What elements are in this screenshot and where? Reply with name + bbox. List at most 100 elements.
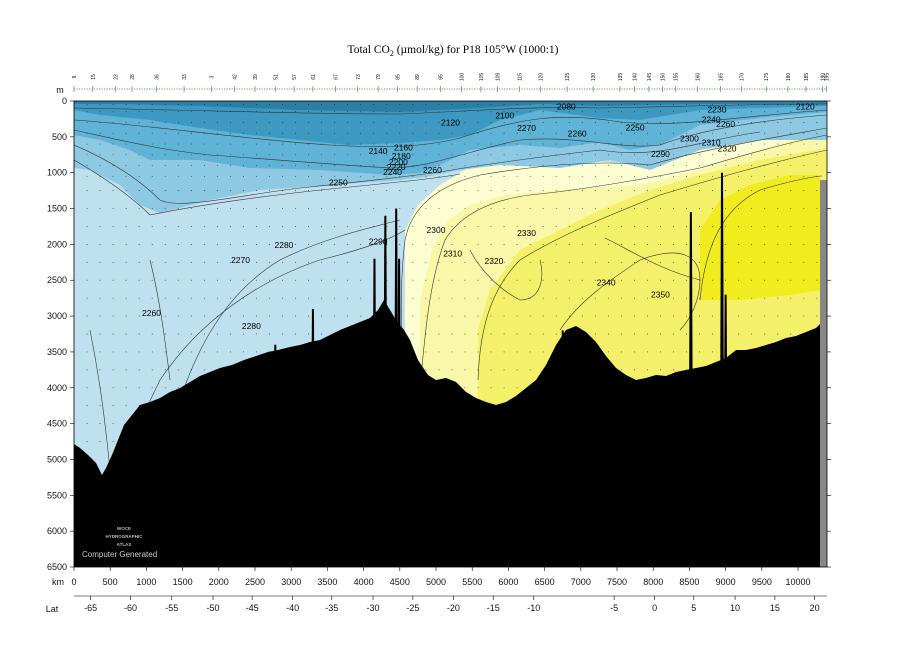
sample-dot (125, 243, 127, 245)
sample-dot (542, 132, 544, 134)
y-tick-label: 5500 (47, 490, 67, 500)
sample-dot (164, 132, 166, 134)
sample-dot (373, 165, 375, 166)
sample-dot (203, 243, 205, 245)
sample-dot (660, 369, 661, 371)
sample-dot (712, 279, 714, 281)
sample-dot (138, 190, 140, 192)
sample-dot (164, 104, 166, 106)
sample-dot (334, 122, 336, 123)
sample-dot (151, 333, 153, 335)
sample-dot (151, 122, 153, 123)
sample-dot (777, 132, 779, 134)
sample-dot (125, 261, 127, 263)
sample-dot (542, 351, 544, 353)
sample-dot (503, 111, 505, 113)
sample-dot (477, 243, 479, 245)
computer-generated-label: Computer Generated (82, 550, 157, 559)
sample-dot (125, 143, 127, 145)
sample-dot (660, 315, 661, 317)
sample-dot (399, 143, 401, 145)
sample-dot (216, 111, 218, 113)
sample-dot (529, 132, 531, 134)
contour-label: 2270 (231, 255, 250, 265)
sample-dot (269, 165, 270, 166)
x-axis-unit: km (52, 577, 64, 587)
sample-dot (203, 190, 205, 192)
sample-dot (490, 333, 492, 335)
sample-dot (112, 261, 114, 263)
sample-dot (738, 279, 740, 281)
sample-dot (203, 315, 205, 317)
sample-dot (790, 333, 792, 335)
x-tick-label: 7000 (571, 577, 591, 587)
sample-dot (673, 132, 674, 134)
sample-dot (607, 175, 609, 177)
x-tick-label: 7500 (607, 577, 627, 587)
sample-dot (438, 208, 440, 209)
sample-dot (751, 226, 753, 227)
sample-dot (816, 261, 818, 263)
sample-dot (373, 154, 375, 156)
sample-dot (607, 208, 609, 209)
sample-dot (464, 165, 466, 166)
seamount-spike (272, 344, 278, 567)
sample-dot (256, 279, 257, 281)
sample-dot (503, 243, 505, 245)
contour-label: 2140 (369, 146, 388, 156)
sample-dot (568, 122, 570, 123)
sample-dot (386, 104, 388, 106)
sample-dot (282, 111, 283, 113)
sample-dot (242, 351, 244, 353)
sample-dot (112, 405, 114, 407)
sample-dot (568, 226, 570, 227)
sample-dot (503, 104, 505, 106)
sample-dot (190, 226, 192, 227)
sample-dot (86, 333, 88, 335)
sample-dot (555, 226, 557, 227)
sample-dot (164, 297, 166, 299)
sample-dot (464, 175, 466, 177)
sample-dot (451, 369, 453, 371)
sample-dot (112, 111, 114, 113)
sample-dot (373, 111, 375, 113)
sample-dot (269, 243, 270, 245)
sample-dot (308, 143, 310, 145)
sample-dot (660, 122, 661, 123)
sample-dot (282, 279, 283, 281)
lat-tick-label: -55 (165, 603, 178, 613)
sample-dot (125, 405, 127, 407)
sample-dot (646, 226, 648, 227)
sample-dot (673, 154, 674, 156)
sample-dot (138, 132, 140, 134)
sample-dot (190, 154, 192, 156)
sample-dot (438, 369, 440, 371)
sample-dot (673, 351, 674, 353)
sample-dot (646, 190, 648, 192)
y-tick-label: 0 (62, 96, 67, 106)
sample-dot (242, 243, 244, 245)
sample-dot (99, 297, 101, 299)
sample-dot (738, 243, 740, 245)
sample-dot (712, 132, 714, 134)
sample-dot (125, 369, 127, 371)
sample-dot (568, 165, 570, 166)
sample-dot (633, 190, 635, 192)
sample-dot (321, 154, 323, 156)
x-tick-label: 6500 (535, 577, 555, 587)
sample-dot (620, 132, 622, 134)
sample-dot (751, 333, 753, 335)
sample-dot (686, 297, 687, 299)
sample-dot (620, 369, 622, 371)
station-label: 79 (376, 74, 382, 80)
sample-dot (86, 351, 88, 353)
sample-dot (607, 122, 609, 123)
sample-dot (712, 154, 714, 156)
sample-dot (816, 226, 818, 227)
sample-dot (242, 165, 244, 166)
sample-dot (295, 243, 297, 245)
sample-dot (725, 243, 727, 245)
sample-dot (503, 154, 505, 156)
sample-dot (699, 104, 701, 106)
sample-dot (125, 297, 127, 299)
